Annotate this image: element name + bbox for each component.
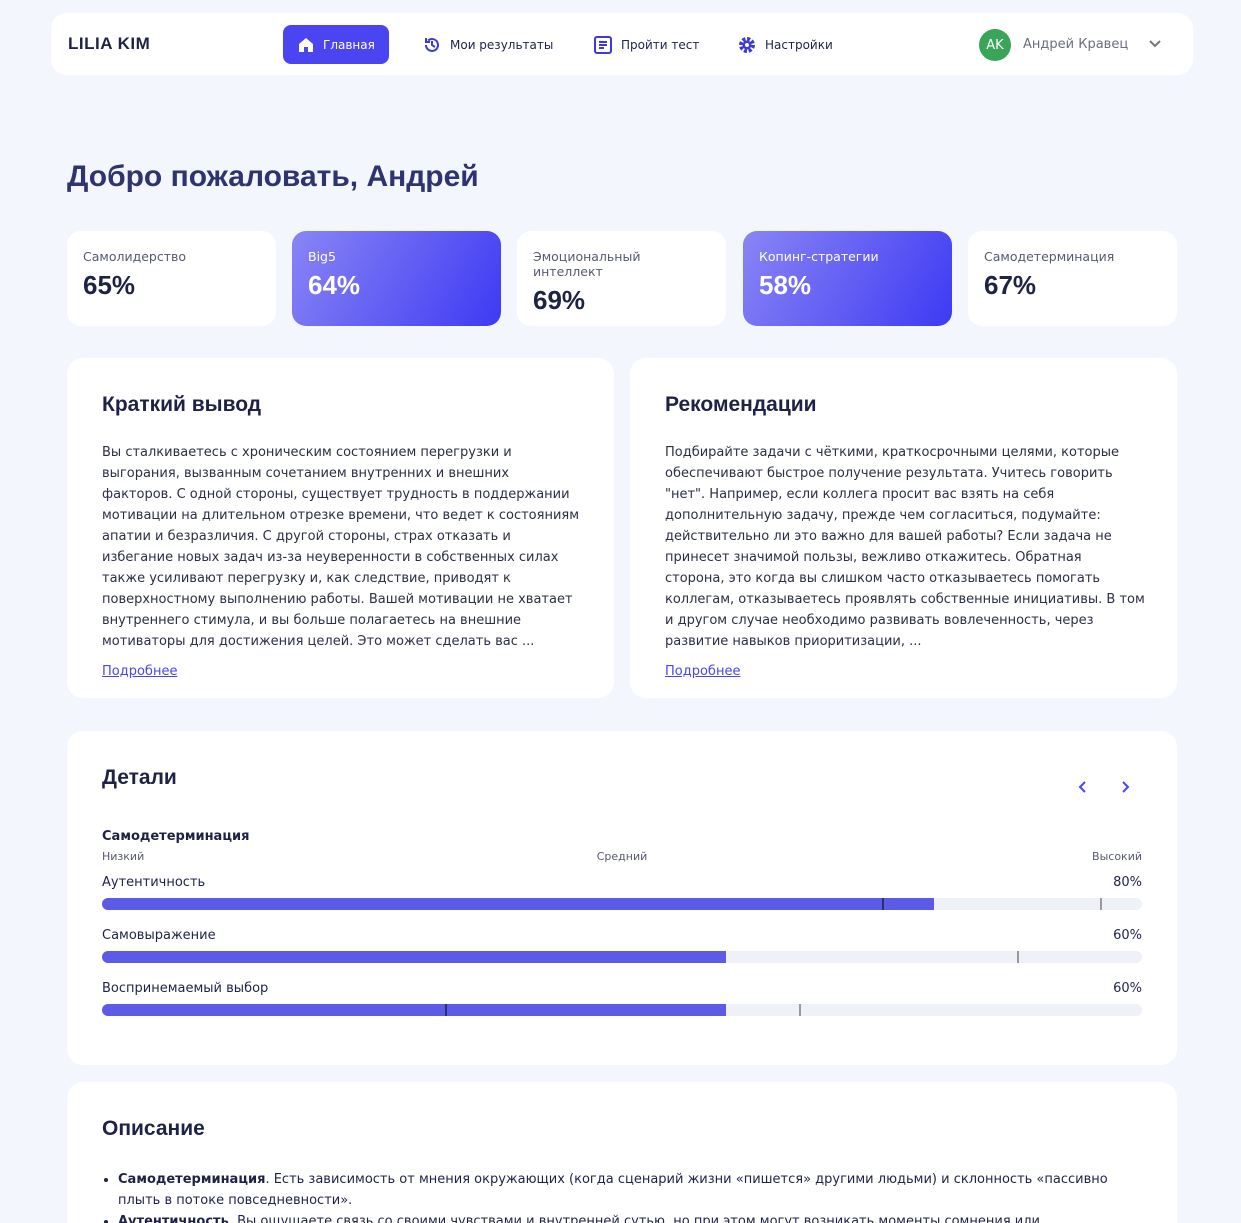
more-link[interactable]: Подробнее	[665, 664, 741, 679]
history-icon	[425, 37, 439, 52]
marker	[1100, 898, 1103, 910]
greeting: Добро пожаловать, Андрей	[67, 160, 479, 193]
panel-text: Подбирайте задачи с чёткими, краткосрочн…	[665, 445, 1145, 649]
prev-button[interactable]	[1075, 779, 1091, 795]
score-name: Копинг-стратегии	[759, 249, 879, 264]
bar-track	[102, 951, 1142, 963]
score-value: 67%	[984, 270, 1037, 300]
nav-label: Мои результаты	[450, 37, 554, 52]
score-value: 65%	[83, 270, 136, 300]
nav-bar: LILIA KIM Главная Мои результаты Пройти …	[51, 13, 1193, 75]
row-value: 80%	[1113, 875, 1142, 890]
marker	[798, 1004, 801, 1016]
next-button[interactable]	[1117, 779, 1133, 795]
score-card[interactable]: Самодетерминация 67%	[968, 231, 1177, 326]
bar-track	[102, 1004, 1142, 1016]
bar-fill	[102, 898, 934, 910]
bar-track	[102, 898, 1142, 910]
score-value: 58%	[759, 270, 812, 300]
score-card[interactable]: Самолидерство 65%	[67, 231, 276, 326]
summary-panel: Краткий вывод Вы сталкиваетесь с хрониче…	[67, 358, 614, 698]
row-value: 60%	[1113, 928, 1142, 943]
score-name: Эмоциональный интеллект	[533, 249, 641, 279]
nav-item[interactable]: Мои результаты	[408, 25, 567, 64]
score-name: Самодетерминация	[984, 249, 1115, 264]
score-name: Самолидерство	[83, 249, 187, 264]
nav-label: Главная	[323, 37, 375, 52]
marker	[882, 898, 884, 910]
scale-label: Высокий	[1092, 850, 1142, 863]
bar-fill	[102, 951, 726, 963]
panel-title: Описание	[102, 1117, 205, 1140]
avatar[interactable]: AK	[979, 29, 1011, 61]
description-list: Самодетерминация. Есть зависимость от мн…	[102, 1169, 1132, 1223]
description-panel: Описание Самодетерминация. Есть зависимо…	[67, 1082, 1177, 1223]
score-value: 69%	[533, 285, 586, 315]
gear-icon	[739, 36, 755, 53]
score-name: Big5	[308, 249, 336, 264]
logo[interactable]: LILIA KIM	[68, 34, 151, 53]
user-name[interactable]: Андрей Кравец	[1023, 37, 1129, 52]
term-text: . Вы ощущаете связь со своими чувствами …	[228, 1214, 1040, 1223]
test-icon	[594, 35, 612, 54]
nav-label: Настройки	[765, 37, 833, 52]
row-name: Самовыражение	[102, 928, 216, 943]
row-value: 60%	[1113, 981, 1142, 996]
term: Самодетерминация	[118, 1172, 266, 1187]
score-card[interactable]: Копинг-стратегии 58%	[743, 231, 952, 326]
bar-fill	[102, 1004, 726, 1016]
recommendations-panel: Рекомендации Подбирайте задачи с чёткими…	[630, 358, 1177, 698]
description-item: Самодетерминация. Есть зависимость от мн…	[118, 1169, 1132, 1211]
row-name: Воспринемаемый выбор	[102, 981, 269, 996]
scale-label: Низкий	[102, 850, 145, 863]
nav-item[interactable]: Главная	[283, 25, 389, 64]
score-card[interactable]: Эмоциональный интеллект 69%	[517, 231, 726, 326]
panel-title: Детали	[102, 766, 177, 789]
nav-label: Пройти тест	[621, 37, 700, 52]
nav-item[interactable]: Настройки	[723, 25, 847, 64]
term: Аутентичность	[118, 1214, 229, 1223]
marker	[1017, 951, 1020, 963]
home-icon	[299, 37, 313, 52]
nav-item[interactable]: Пройти тест	[579, 25, 713, 64]
score-value: 64%	[308, 270, 361, 300]
more-link[interactable]: Подробнее	[102, 664, 178, 679]
marker	[445, 1004, 448, 1016]
row-name: Аутентичность	[102, 875, 206, 890]
dropdown-icon[interactable]	[1148, 39, 1162, 49]
scale-title: Самодетерминация	[102, 829, 250, 844]
panel-title: Краткий вывод	[102, 393, 262, 416]
details-panel: Детали Самодетерминация Низкий Средний В…	[67, 731, 1177, 1065]
scale-label: Средний	[596, 850, 648, 863]
score-card[interactable]: Big5 64%	[292, 231, 501, 326]
panel-text: Вы сталкиваетесь с хроническим состояние…	[102, 445, 580, 649]
description-item: Аутентичность. Вы ощущаете связь со свои…	[118, 1211, 1132, 1223]
panel-title: Рекомендации	[665, 393, 817, 416]
term-text: . Есть зависимость от мнения окружающих …	[118, 1172, 1108, 1208]
